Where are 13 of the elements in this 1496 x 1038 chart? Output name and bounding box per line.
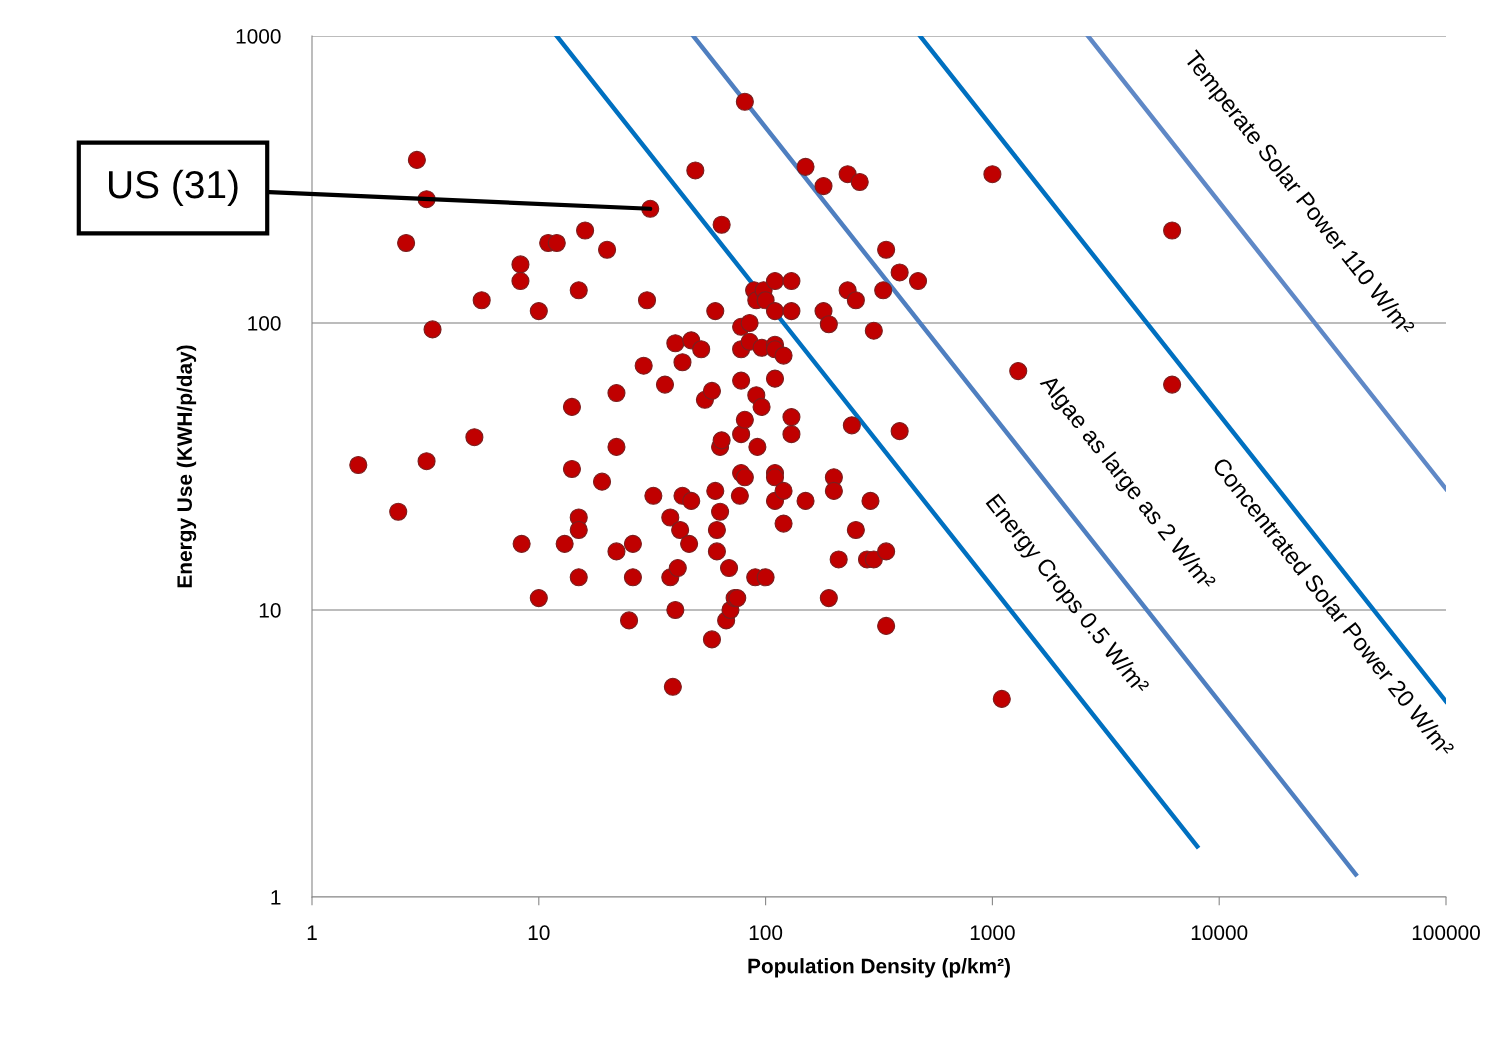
y-axis-title: Energy Use (KWH/p/day) — [176, 345, 197, 588]
x-tick-label: 10 — [528, 925, 550, 941]
x-tick-label: 1 — [307, 925, 317, 940]
x-tick-label: 1000 — [970, 925, 1015, 941]
annotation: US (31) — [109, 169, 238, 207]
x-tick-label: 100000 — [1412, 925, 1480, 941]
x-tick-label: 100 — [749, 925, 783, 941]
x-axis-title: Population Density (p/km²) — [748, 958, 1010, 978]
x-tick-label: 10000 — [1191, 925, 1248, 941]
y-tick-label: 10 — [259, 603, 281, 618]
y-tick-label: 1000 — [236, 29, 281, 44]
y-tick-label: 1 — [271, 890, 281, 905]
y-tick-label: 100 — [248, 316, 281, 331]
